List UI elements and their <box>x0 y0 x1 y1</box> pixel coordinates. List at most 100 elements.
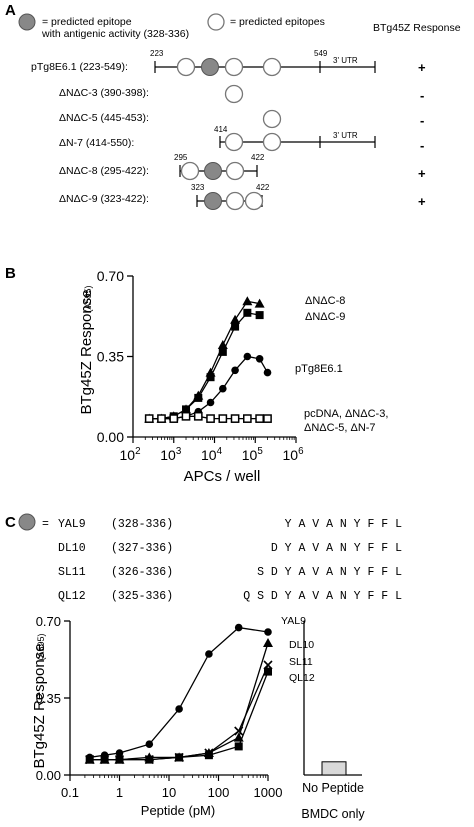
data-point <box>218 414 228 423</box>
x-tick-exponent: 3 <box>176 446 182 457</box>
x-tick-label: 0.1 <box>61 785 79 800</box>
y-tick-label: 0.70 <box>97 268 124 284</box>
panel-a: A = predicted epitope with antigenic act… <box>5 2 461 211</box>
peptide-range: (327-336) <box>111 542 173 555</box>
data-point <box>234 726 244 736</box>
x-tick-label: 100 <box>208 785 230 800</box>
data-point <box>230 414 240 423</box>
y-tick-label: 0.70 <box>36 614 61 629</box>
series-line <box>149 300 260 420</box>
legend-filled-label-line2: with antigenic activity (328-336) <box>41 28 189 40</box>
x-axis-label: Peptide (pM) <box>141 803 215 818</box>
data-point <box>169 414 179 423</box>
construct-diagram-dndc3 <box>224 84 244 104</box>
x-axis-label: APCs / well <box>184 468 261 485</box>
position-label: 422 <box>251 153 265 162</box>
data-point <box>234 623 243 632</box>
data-point <box>264 628 272 636</box>
position-label: 549 <box>314 49 328 58</box>
filled-epitope-legend-icon <box>18 13 36 31</box>
position-label: 414 <box>214 125 228 134</box>
open-epitope-icon <box>262 57 282 77</box>
data-point <box>263 414 272 423</box>
series-label: DL10 <box>289 639 314 651</box>
data-point <box>230 314 241 324</box>
x-tick-label: 106 <box>282 446 304 463</box>
position-label: 323 <box>191 183 205 192</box>
data-point <box>175 705 183 713</box>
data-point <box>231 366 239 375</box>
filled-epitope-icon <box>204 192 222 210</box>
construct-diagram-dn7: 414 3' UTR <box>214 125 376 152</box>
x-tick-label: 10 <box>162 785 176 800</box>
data-point <box>194 393 203 402</box>
series-label: ΔNΔC-9 <box>305 311 345 323</box>
data-point <box>182 405 191 414</box>
data-point <box>255 355 264 363</box>
y-axis-label-sub: (A595) <box>36 633 46 660</box>
construct-label: pTg8E6.1 (223-549): <box>31 61 128 73</box>
peptide-sequence: Y A V A N Y F F L <box>285 518 402 531</box>
response-value: + <box>418 166 426 181</box>
panel-c: C = YAL9 (328-336) Y A V A N Y F F L DL1… <box>5 513 402 821</box>
x-tick-exponent: 6 <box>298 446 304 457</box>
data-point <box>255 311 264 320</box>
open-epitope-icon <box>244 191 264 211</box>
peptide-range: (325-336) <box>111 590 173 603</box>
x-tick-label: 1 <box>116 785 123 800</box>
x-tick-label: 105 <box>242 446 264 463</box>
data-point <box>206 373 215 382</box>
series-line <box>149 355 269 420</box>
x-tick-exponent: 4 <box>217 446 223 457</box>
series-line <box>89 642 269 761</box>
filled-epitope-icon <box>204 162 222 180</box>
response-header: BTg45Z Response <box>373 22 461 34</box>
construct-diagram-dndc8: 295 422 <box>174 153 265 181</box>
data-point <box>255 414 264 423</box>
response-value: - <box>420 138 424 153</box>
series-label: ΔNΔC-5, ΔN-7 <box>304 422 376 434</box>
chart-b: B BTg45Z Response (A595) APCs / well 0.0… <box>5 265 388 485</box>
data-point <box>100 755 109 764</box>
x-tick-label: 103 <box>160 446 182 463</box>
no-peptide-bar <box>321 761 347 776</box>
series-label: ΔNΔC-8 <box>305 295 345 307</box>
x-tick-exponent: 5 <box>257 446 263 457</box>
open-epitope-icon <box>224 57 244 77</box>
open-epitope-icon <box>262 132 282 152</box>
data-point <box>243 414 252 423</box>
response-value: + <box>418 60 426 75</box>
bmdc-label: BMDC only <box>301 807 365 821</box>
peptide-sequence: Q S D Y A V A N Y F F L <box>243 590 402 603</box>
data-point <box>181 411 191 421</box>
position-label: 295 <box>174 153 188 162</box>
legend-open-label: = predicted epitopes <box>230 16 325 28</box>
filled-epitope-legend-icon <box>18 513 36 531</box>
panel-label-a: A <box>5 2 16 19</box>
panel-label-c: C <box>5 514 16 531</box>
response-value: + <box>418 194 426 209</box>
construct-label: ΔNΔC-8 (295-422): <box>59 165 149 177</box>
peptide-name: SL11 <box>58 566 86 579</box>
peptide-name: DL10 <box>58 542 86 555</box>
response-value: - <box>420 88 424 103</box>
open-epitope-icon <box>225 161 245 181</box>
series-line <box>149 312 260 420</box>
utr-label: 3' UTR <box>333 56 358 65</box>
series-label: YAL9 <box>281 615 306 627</box>
open-epitope-icon <box>225 191 245 211</box>
data-point <box>206 398 215 407</box>
series-label: pTg8E6.1 <box>295 363 343 375</box>
data-point <box>263 638 273 647</box>
construct-label: ΔN-7 (414-550): <box>59 137 134 149</box>
peptide-sequence: D Y A V A N Y F F L <box>271 542 402 555</box>
open-epitope-icon <box>176 57 196 77</box>
position-label: 422 <box>256 183 270 192</box>
data-point <box>204 751 213 760</box>
data-point <box>175 753 184 762</box>
peptide-name: YAL9 <box>58 518 86 531</box>
x-tick-exponent: 2 <box>135 446 140 457</box>
peptide-name: QL12 <box>58 590 86 603</box>
data-point <box>219 384 227 393</box>
